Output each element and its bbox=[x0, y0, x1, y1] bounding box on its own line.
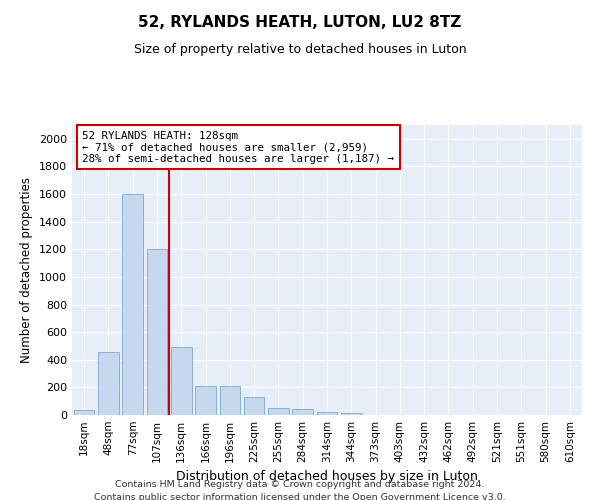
X-axis label: Distribution of detached houses by size in Luton: Distribution of detached houses by size … bbox=[176, 470, 478, 484]
Bar bbox=[292, 410, 313, 415]
Text: Size of property relative to detached houses in Luton: Size of property relative to detached ho… bbox=[134, 42, 466, 56]
Bar bbox=[146, 250, 167, 415]
Text: 52, RYLANDS HEATH, LUTON, LU2 8TZ: 52, RYLANDS HEATH, LUTON, LU2 8TZ bbox=[139, 15, 461, 30]
Text: Contains public sector information licensed under the Open Government Licence v3: Contains public sector information licen… bbox=[94, 492, 506, 500]
Text: Contains HM Land Registry data © Crown copyright and database right 2024.: Contains HM Land Registry data © Crown c… bbox=[115, 480, 485, 489]
Bar bbox=[341, 413, 362, 415]
Bar bbox=[220, 386, 240, 415]
Y-axis label: Number of detached properties: Number of detached properties bbox=[20, 177, 34, 363]
Bar bbox=[171, 348, 191, 415]
Bar bbox=[268, 408, 289, 415]
Bar bbox=[74, 410, 94, 415]
Bar bbox=[98, 352, 119, 415]
Bar bbox=[122, 194, 143, 415]
Bar bbox=[195, 386, 216, 415]
Bar bbox=[317, 412, 337, 415]
Bar bbox=[244, 397, 265, 415]
Text: 52 RYLANDS HEATH: 128sqm
← 71% of detached houses are smaller (2,959)
28% of sem: 52 RYLANDS HEATH: 128sqm ← 71% of detach… bbox=[82, 131, 394, 164]
